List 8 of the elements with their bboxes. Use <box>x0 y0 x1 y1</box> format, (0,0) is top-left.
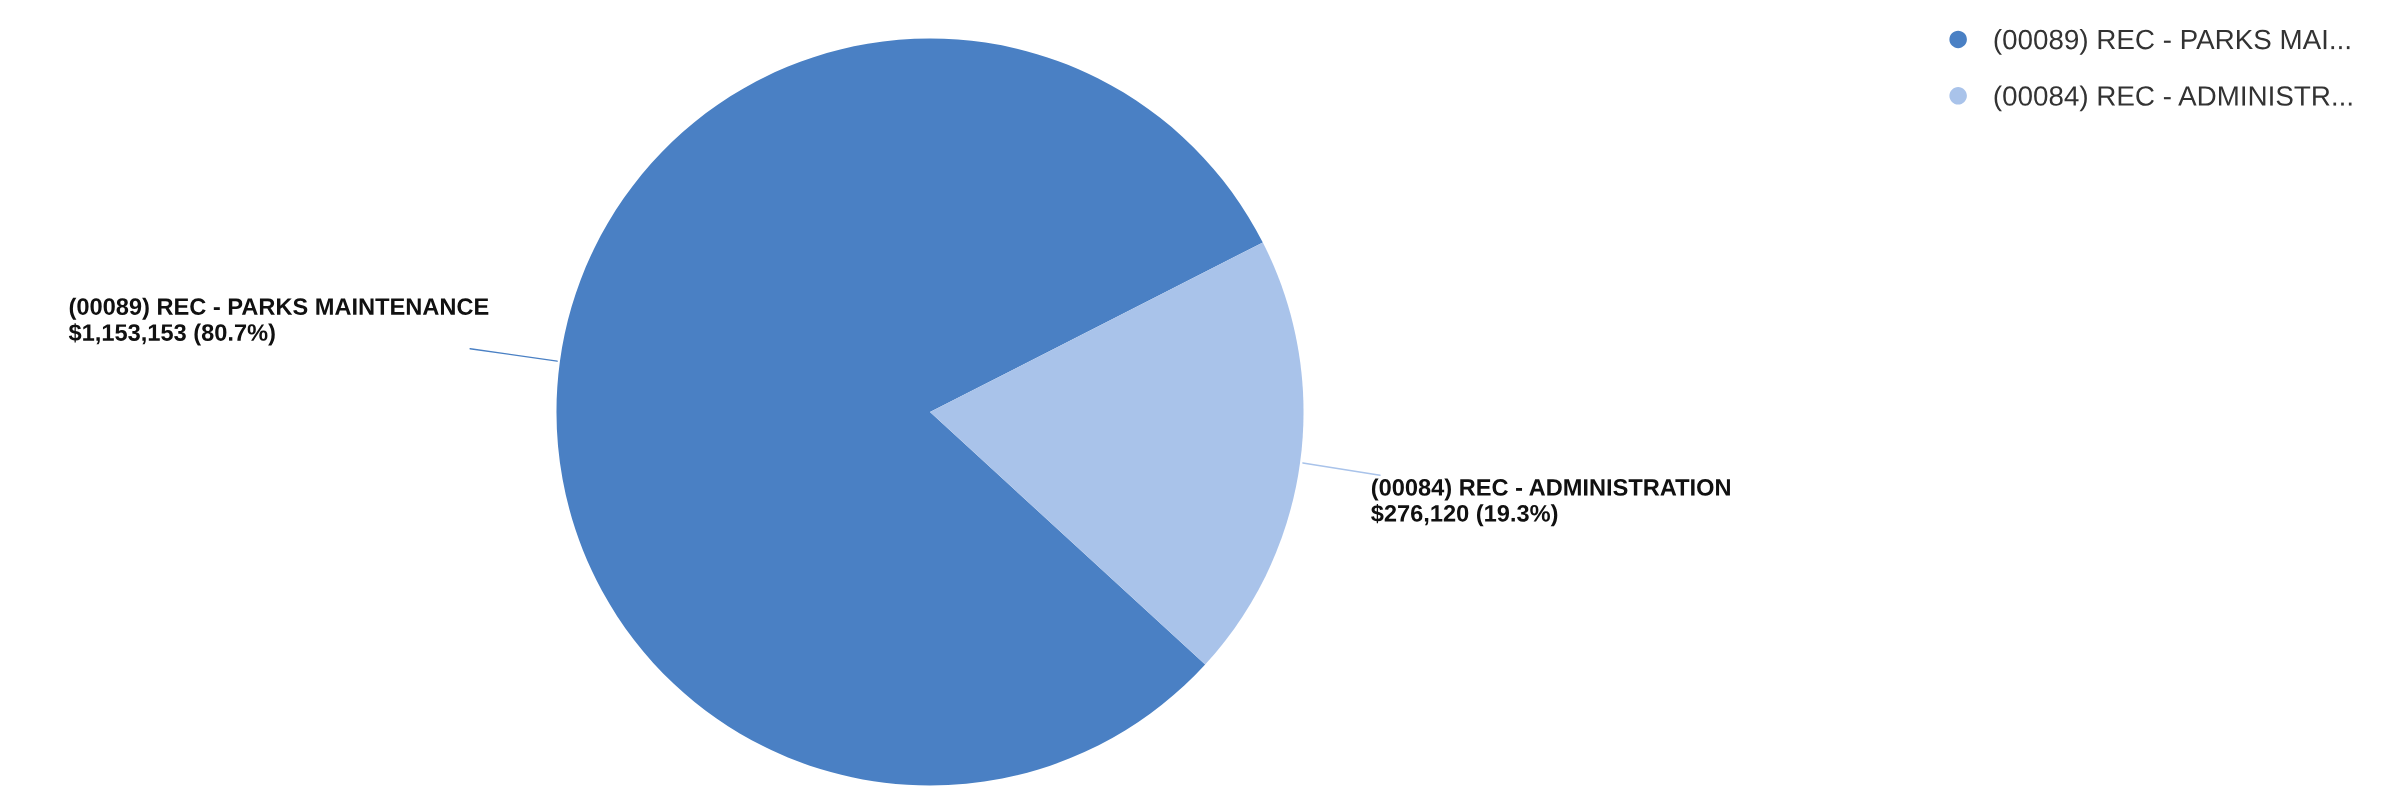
text: (00084) REC - ADMINISTR... <box>1994 85 2352 112</box>
data-label: $276,120 (19.3%) <box>1371 503 1558 527</box>
slice-label: (00089) REC - PARKS MAINTENANCE <box>69 297 489 320</box>
text: (00089) REC - PARKS MAI... <box>1994 28 2350 55</box>
slice-label: (00084) REC - ADMINISTRATION <box>1371 478 1730 501</box>
pie-slice <box>556 38 1263 786</box>
data-label: $1,153,153 (80.7%) <box>68 323 275 346</box>
pie-slice <box>930 242 1304 665</box>
